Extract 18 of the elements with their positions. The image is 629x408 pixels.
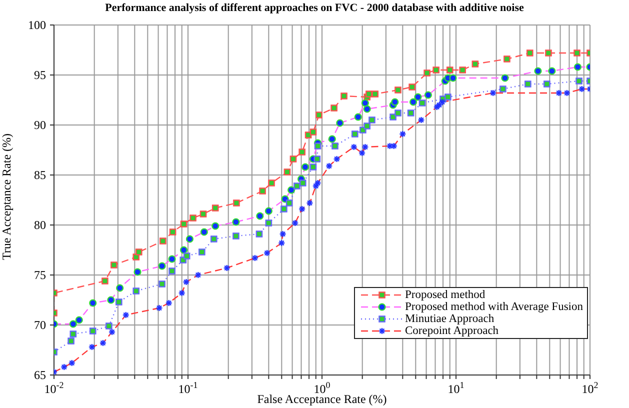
y-tick-label: 85 (34, 168, 46, 182)
y-tick-label: 65 (34, 368, 46, 382)
y-tick-label: 80 (34, 218, 46, 232)
legend-label: Proposed method (404, 289, 486, 301)
legend-label: Corepoint Approach (404, 325, 499, 337)
y-tick-label: 100 (28, 18, 46, 32)
y-tick-label: 90 (34, 118, 46, 132)
x-tick-label: 10$^{1}$ (448, 380, 464, 396)
y-tick-label: 70 (34, 318, 46, 332)
y-tick-label: 75 (34, 268, 46, 282)
chart-title: Performance analysis of different approaches on FVC - 2000 database with additive noise (104, 2, 525, 14)
y-tick-label: 95 (34, 68, 46, 82)
legend-label: Minutiae Approach (404, 313, 494, 325)
legend-label: Proposed method with Average Fusion (404, 301, 583, 313)
y-axis-title: True Acceptance Rate (%) (0, 133, 14, 260)
x-tick-label: 10$^{-2}$ (44, 380, 64, 396)
x-tick-label: 10$^{2}$ (582, 380, 598, 396)
x-tick-label: 10$^{-1}$ (178, 380, 198, 396)
